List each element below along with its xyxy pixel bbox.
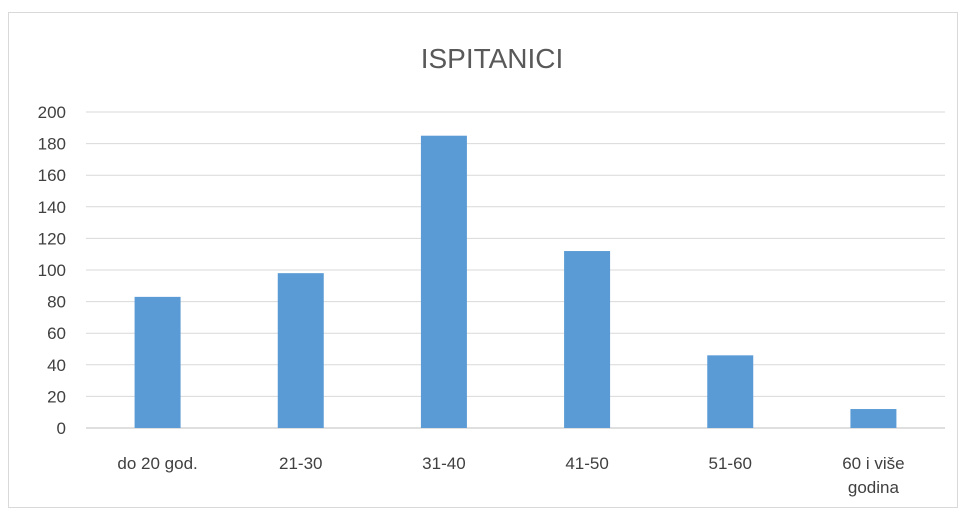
x-category-label: 31-40 xyxy=(422,454,465,473)
y-tick-label: 200 xyxy=(38,103,66,122)
y-axis-ticks: 0 20 40 60 80 100 120 140 160 180 200 xyxy=(38,103,66,438)
x-axis-categories: do 20 god. 21-30 31-40 41-50 51-60 60 i više g… xyxy=(117,454,904,497)
y-tick-label: 0 xyxy=(57,419,66,438)
y-tick-label: 160 xyxy=(38,166,66,185)
y-tick-label: 20 xyxy=(47,387,66,406)
y-tick-label: 40 xyxy=(47,356,66,375)
chart-title: ISPITANICI xyxy=(421,43,564,74)
bar xyxy=(850,409,897,428)
y-tick-label: 100 xyxy=(38,261,66,280)
x-category-label: 21-30 xyxy=(279,454,322,473)
bar xyxy=(277,273,324,428)
y-tick-label: 140 xyxy=(38,198,66,217)
x-category-label: 41-50 xyxy=(565,454,608,473)
y-tick-label: 60 xyxy=(47,324,66,343)
bar xyxy=(707,355,754,428)
bar xyxy=(564,251,611,428)
y-tick-label: 120 xyxy=(38,229,66,248)
y-tick-label: 180 xyxy=(38,135,66,154)
bar xyxy=(134,296,181,428)
x-category-label: 51-60 xyxy=(709,454,752,473)
x-category-label: godina xyxy=(848,478,900,497)
y-tick-label: 80 xyxy=(47,293,66,312)
bars xyxy=(134,135,897,428)
gridlines xyxy=(86,111,945,429)
bar xyxy=(420,135,467,428)
x-category-label: do 20 god. xyxy=(117,454,197,473)
x-category-label: 60 i više xyxy=(842,454,904,473)
